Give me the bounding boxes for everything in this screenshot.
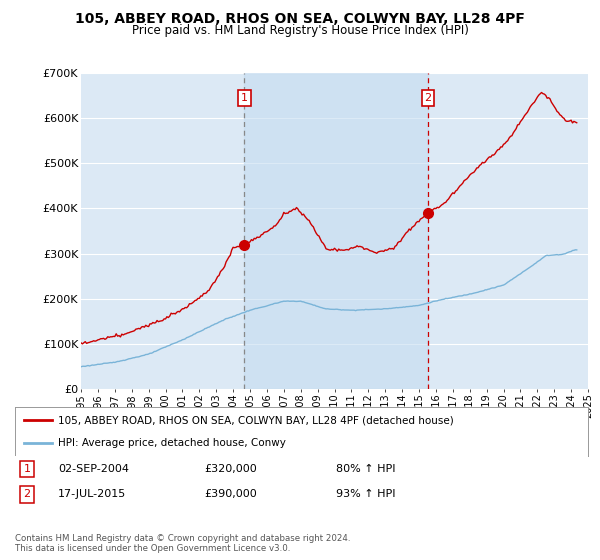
Text: 17-JUL-2015: 17-JUL-2015: [58, 489, 126, 499]
Text: HPI: Average price, detached house, Conwy: HPI: Average price, detached house, Conw…: [58, 438, 286, 448]
Bar: [244, 73, 428, 389]
Text: Contains HM Land Registry data © Crown copyright and database right 2024.
This d: Contains HM Land Registry data © Crown c…: [15, 534, 350, 553]
Text: 105, ABBEY ROAD, RHOS ON SEA, COLWYN BAY, LL28 4PF: 105, ABBEY ROAD, RHOS ON SEA, COLWYN BAY…: [75, 12, 525, 26]
Text: 80% ↑ HPI: 80% ↑ HPI: [336, 464, 395, 474]
Text: 02-SEP-2004: 02-SEP-2004: [58, 464, 129, 474]
Text: 93% ↑ HPI: 93% ↑ HPI: [336, 489, 395, 499]
Text: 105, ABBEY ROAD, RHOS ON SEA, COLWYN BAY, LL28 4PF (detached house): 105, ABBEY ROAD, RHOS ON SEA, COLWYN BAY…: [58, 416, 454, 426]
Text: 2: 2: [425, 93, 431, 103]
Text: £320,000: £320,000: [204, 464, 257, 474]
Text: 1: 1: [241, 93, 248, 103]
Text: 1: 1: [23, 464, 31, 474]
Text: £390,000: £390,000: [204, 489, 257, 499]
Text: Price paid vs. HM Land Registry's House Price Index (HPI): Price paid vs. HM Land Registry's House …: [131, 24, 469, 37]
Text: 2: 2: [23, 489, 31, 499]
